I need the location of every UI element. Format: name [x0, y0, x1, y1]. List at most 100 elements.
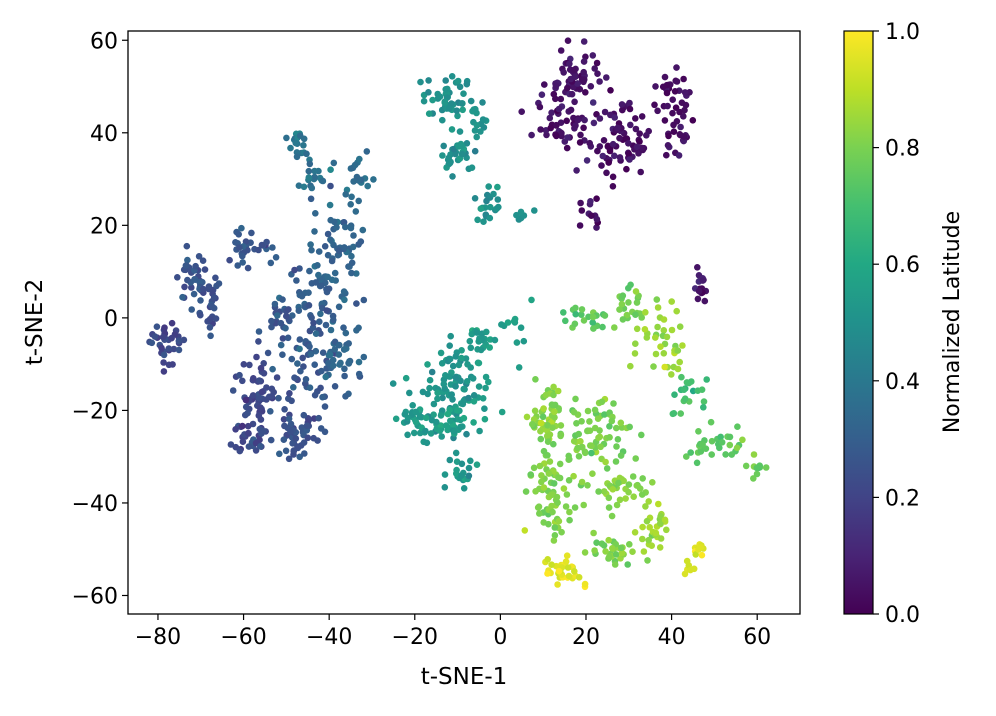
- scatter-point: [458, 150, 466, 158]
- scatter-point: [240, 361, 248, 368]
- scatter-point: [311, 173, 318, 181]
- scatter-point: [641, 326, 649, 333]
- scatter-point: [632, 455, 639, 462]
- scatter-point: [609, 173, 617, 181]
- scatter-point: [255, 395, 263, 402]
- scatter-point: [566, 60, 573, 68]
- scatter-point: [678, 99, 686, 106]
- scatter-point: [638, 431, 645, 439]
- scatter-point: [680, 386, 688, 394]
- scatter-point: [257, 364, 265, 372]
- scatter-point: [733, 444, 741, 452]
- scatter-point: [605, 494, 613, 502]
- scatter-point: [643, 132, 650, 139]
- scatter-point: [160, 359, 167, 366]
- scatter-point: [637, 168, 644, 176]
- scatter-point: [483, 197, 490, 205]
- scatter-point: [311, 391, 319, 399]
- scatter-point: [694, 295, 702, 303]
- scatter-point: [260, 427, 267, 435]
- scatter-point: [606, 423, 613, 430]
- scatter-point: [179, 293, 186, 301]
- scatter-point: [341, 365, 348, 373]
- scatter-point: [652, 83, 659, 90]
- x-tick-label: −60: [220, 625, 266, 650]
- scatter-point: [329, 362, 337, 370]
- scatter-point: [586, 139, 593, 147]
- scatter-point: [206, 315, 214, 323]
- scatter-point: [614, 436, 622, 443]
- scatter-point: [274, 312, 281, 319]
- scatter-point: [571, 73, 579, 80]
- scatter-point: [300, 411, 308, 419]
- scatter-point: [258, 241, 266, 249]
- scatter-point: [718, 439, 726, 446]
- scatter-point: [570, 437, 578, 445]
- scatter-point: [467, 97, 475, 105]
- scatter-point: [739, 436, 746, 444]
- scatter-point: [348, 269, 355, 277]
- scatter-point: [335, 247, 343, 255]
- scatter-point: [642, 309, 649, 316]
- scatter-point: [532, 376, 539, 383]
- scatter-point: [331, 383, 339, 390]
- scatter-point: [530, 464, 538, 472]
- scatter-point: [456, 83, 464, 91]
- scatter-point: [598, 398, 606, 406]
- scatter-point: [269, 365, 276, 373]
- scatter-point: [586, 418, 593, 425]
- scatter-point: [453, 407, 461, 414]
- scatter-point: [566, 456, 573, 463]
- scatter-point: [417, 78, 424, 86]
- scatter-point: [671, 88, 679, 95]
- scatter-point: [669, 96, 676, 103]
- scatter-point: [668, 326, 676, 334]
- scatter-point: [531, 207, 538, 214]
- scatter-point: [449, 173, 456, 180]
- scatter-point: [550, 537, 558, 544]
- scatter-point: [276, 450, 283, 458]
- scatter-point: [324, 273, 332, 281]
- scatter-point: [676, 323, 684, 331]
- scatter-point: [552, 82, 560, 89]
- scatter-point: [632, 340, 639, 348]
- scatter-point: [487, 203, 494, 211]
- scatter-point: [581, 580, 589, 588]
- scatter-point: [454, 77, 462, 85]
- scatter-point: [363, 148, 371, 155]
- scatter-point: [548, 109, 555, 116]
- scatter-point: [446, 355, 454, 363]
- scatter-point: [444, 426, 451, 434]
- scatter-point: [553, 493, 561, 501]
- scatter-point: [466, 337, 474, 345]
- scatter-point: [297, 367, 304, 375]
- scatter-point: [580, 76, 588, 83]
- scatter-point: [625, 488, 632, 496]
- scatter-point: [695, 546, 702, 553]
- scatter-point: [660, 327, 668, 334]
- scatter-point: [515, 364, 523, 371]
- scatter-point: [681, 106, 688, 114]
- scatter-point: [676, 108, 683, 116]
- scatter-point: [611, 114, 618, 121]
- scatter-point: [626, 105, 634, 113]
- scatter-point: [618, 300, 626, 308]
- scatter-point: [616, 154, 624, 161]
- scatter-point: [663, 333, 671, 341]
- scatter-point: [342, 223, 349, 231]
- scatter-point: [245, 429, 252, 437]
- scatter-point: [560, 69, 567, 76]
- scatter-point: [603, 74, 610, 81]
- scatter-point: [308, 314, 315, 322]
- scatter-point: [548, 561, 555, 568]
- scatter-point: [593, 539, 600, 546]
- scatter-point: [437, 412, 445, 419]
- scatter-point: [335, 341, 343, 349]
- scatter-point: [469, 375, 477, 382]
- plot-frame: [127, 30, 801, 615]
- scatter-point: [182, 262, 190, 269]
- scatter-point: [556, 460, 564, 468]
- scatter-point: [301, 450, 308, 457]
- scatter-point: [317, 310, 324, 318]
- scatter-point: [627, 362, 634, 370]
